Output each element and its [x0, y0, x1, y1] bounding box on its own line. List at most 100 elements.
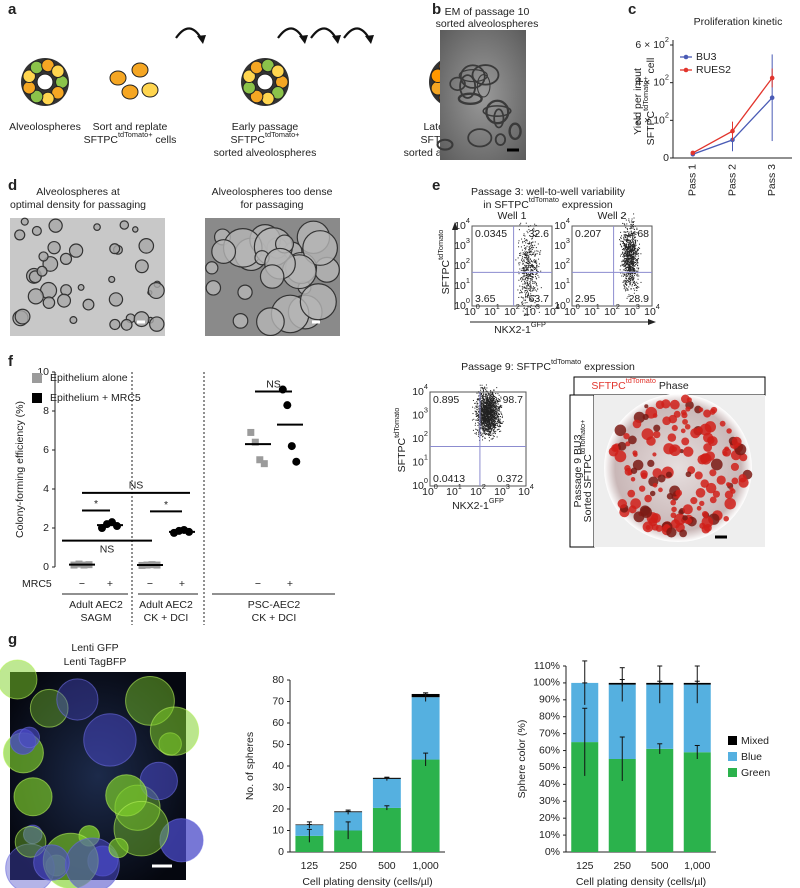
- event-dot: [627, 253, 628, 254]
- event-dot: [635, 233, 636, 234]
- event-dot: [494, 410, 495, 411]
- event-dot: [622, 264, 623, 265]
- text-segment: 10: [470, 486, 482, 498]
- event-dot: [622, 249, 623, 250]
- event-dot: [499, 407, 500, 408]
- event-dot: [633, 243, 634, 244]
- text-segment: tdTomato: [529, 195, 559, 204]
- event-dot: [522, 301, 523, 302]
- event-dot: [528, 266, 529, 267]
- tdtomato-cell: [658, 474, 666, 482]
- event-dot: [627, 260, 628, 261]
- event-dot: [630, 274, 631, 275]
- event-dot: [493, 419, 494, 420]
- event-dot: [488, 395, 489, 396]
- event-dot: [486, 428, 487, 429]
- point: [770, 95, 775, 100]
- event-dot: [525, 248, 526, 249]
- event-dot: [534, 224, 535, 225]
- event-dot: [631, 258, 632, 259]
- event-dot: [487, 405, 488, 406]
- event-dot: [492, 405, 493, 406]
- event-dot: [497, 425, 498, 426]
- event-dot: [492, 412, 493, 413]
- x-tick-label: 500: [651, 860, 669, 872]
- event-dot: [486, 426, 487, 427]
- event-dot: [537, 285, 538, 286]
- event-dot: [494, 427, 495, 428]
- event-dot: [631, 260, 632, 261]
- event-dot: [630, 281, 631, 282]
- event-dot: [492, 406, 493, 407]
- event-dot: [492, 403, 493, 404]
- event-dot: [475, 420, 476, 421]
- tdtomato-cell: [615, 451, 627, 463]
- event-dot: [634, 270, 635, 271]
- event-dot: [486, 404, 487, 405]
- event-dot: [519, 224, 520, 225]
- event-dot: [481, 409, 482, 410]
- event-dot: [622, 261, 623, 262]
- tdtomato-cell: [720, 421, 726, 427]
- event-dot: [625, 248, 626, 249]
- event-dot: [488, 414, 489, 415]
- event-dot: [630, 246, 631, 247]
- event-dot: [485, 417, 486, 418]
- event-dot: [634, 290, 635, 291]
- event-dot: [482, 385, 483, 386]
- event-dot: [627, 228, 628, 229]
- legend-marker: [728, 768, 737, 777]
- event-dot: [476, 416, 477, 417]
- event-dot: [631, 278, 632, 279]
- event-dot: [476, 429, 477, 430]
- y-tick-label: 20: [272, 803, 284, 815]
- event-dot: [530, 273, 531, 274]
- y-tick-label: 0: [43, 561, 49, 573]
- event-dot: [482, 395, 483, 396]
- panel-letter: g: [8, 631, 17, 648]
- event-dot: [633, 250, 634, 251]
- y-tick-label: 50%: [539, 761, 560, 773]
- event-dot: [636, 285, 637, 286]
- event-dot: [523, 235, 524, 236]
- event-dot: [522, 277, 523, 278]
- event-dot: [623, 231, 624, 232]
- event-dot: [521, 246, 522, 247]
- event-dot: [626, 278, 627, 279]
- event-dot: [479, 393, 480, 394]
- event-dot: [498, 407, 499, 408]
- event-dot: [536, 263, 537, 264]
- tdtomato-cell: [699, 501, 704, 506]
- event-dot: [627, 242, 628, 243]
- text-segment: 1: [496, 302, 500, 311]
- event-dot: [636, 271, 637, 272]
- event-dot: [476, 407, 477, 408]
- text-segment: SFTPC: [591, 380, 626, 392]
- event-dot: [634, 265, 635, 266]
- event-dot: [483, 405, 484, 406]
- event-dot: [623, 249, 624, 250]
- event-dot: [521, 281, 522, 282]
- text-segment: SFTPC: [645, 110, 657, 145]
- y-tick-label: 6 × 102: [635, 35, 669, 50]
- event-dot: [487, 426, 488, 427]
- sphere-image: [78, 285, 84, 291]
- panel-title: optimal density for passaging: [10, 199, 146, 211]
- event-dot: [490, 435, 491, 436]
- event-dot: [635, 242, 636, 243]
- well-label: Well 2: [598, 210, 627, 222]
- arrow-head: [299, 35, 308, 44]
- event-dot: [481, 407, 482, 408]
- event-dot: [535, 268, 536, 269]
- tdtomato-cell: [647, 460, 654, 467]
- sphere-image: [61, 285, 72, 296]
- event-dot: [482, 409, 483, 410]
- event-dot: [496, 417, 497, 418]
- event-dot: [525, 296, 526, 297]
- event-dot: [531, 264, 532, 265]
- event-dot: [499, 399, 500, 400]
- event-dot: [527, 296, 528, 297]
- event-dot: [480, 385, 481, 386]
- event-dot: [526, 256, 527, 257]
- event-dot: [496, 409, 497, 410]
